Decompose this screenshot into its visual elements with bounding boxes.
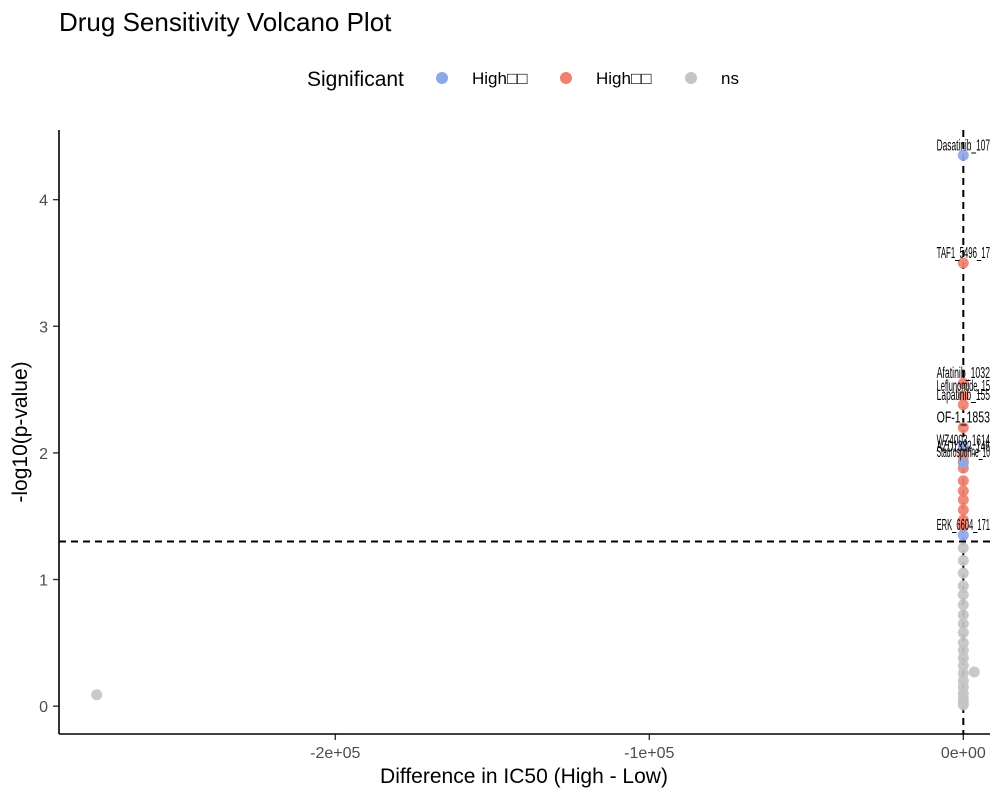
point-high_red: [957, 485, 969, 497]
point-label: WZ4003_1614: [937, 432, 990, 449]
point-label: TAF1_5496_17: [937, 245, 990, 262]
point-ns: [957, 660, 969, 672]
point-high_red: [957, 390, 969, 402]
point-high_red: [957, 475, 969, 487]
point-high_blue: [957, 457, 969, 469]
point-high_red: [957, 399, 969, 411]
x-tick-label: 0e+00: [941, 745, 986, 762]
point-label: Afatinib_1032: [937, 365, 990, 382]
point-ns: [957, 555, 969, 567]
point-high_blue: [957, 441, 969, 453]
legend: Significant High□□ High□□ ns: [307, 68, 739, 91]
legend-title: Significant: [307, 68, 404, 91]
point-ns: [957, 699, 969, 711]
point-label: Lapatinib_155: [937, 387, 990, 404]
point-ns: [968, 666, 980, 678]
point-label: AZD1332_146: [937, 439, 990, 456]
point-ns: [957, 644, 969, 656]
point-label: Staurosporine_10: [937, 444, 990, 461]
point-ns: [957, 667, 969, 679]
y-tick-label: 0: [39, 699, 48, 716]
point-label: Leflunomide_15: [937, 378, 990, 395]
point-ns: [957, 542, 969, 554]
point-ns: [957, 580, 969, 592]
point-label: Dasatinib_107: [937, 137, 990, 154]
point-ns: [957, 637, 969, 649]
y-tick-label: 3: [39, 319, 48, 336]
legend-key-high_red: [560, 72, 572, 84]
point-high_red: [957, 494, 969, 506]
point-high_red: [957, 257, 969, 269]
y-tick-label: 4: [39, 193, 48, 210]
point-high_red: [957, 520, 969, 532]
point-high_red: [957, 504, 969, 516]
point-ns: [957, 609, 969, 621]
point-label: OF-1_1853: [937, 410, 990, 427]
legend-key-ns: [685, 72, 697, 84]
y-axis-title: -log10(p-value): [9, 361, 32, 502]
point-high_blue: [957, 149, 969, 161]
point-ns: [957, 599, 969, 611]
point-ns: [957, 627, 969, 639]
legend-key-high_blue: [436, 72, 448, 84]
y-tick-label: 2: [39, 446, 48, 463]
point-high_blue: [957, 529, 969, 541]
chart-title: Drug Sensitivity Volcano Plot: [59, 7, 392, 37]
point-ns: [957, 589, 969, 601]
point-ns: [957, 652, 969, 664]
legend-label-high_blue: High□□: [472, 69, 528, 88]
point-ns: [957, 567, 969, 579]
point-high_red: [957, 377, 969, 389]
x-axis-title: Difference in IC50 (High - Low): [380, 765, 668, 788]
x-tick-label: -1e+05: [624, 745, 674, 762]
x-tick-label: -2e+05: [310, 745, 360, 762]
legend-label-high_red: High□□: [596, 69, 652, 88]
point-ns: [91, 689, 103, 701]
legend-label-ns: ns: [721, 69, 739, 88]
point-high_red: [957, 422, 969, 434]
point-ns: [957, 618, 969, 630]
y-tick-label: 1: [39, 573, 48, 590]
point-label: ERK_6604_171: [937, 517, 990, 534]
